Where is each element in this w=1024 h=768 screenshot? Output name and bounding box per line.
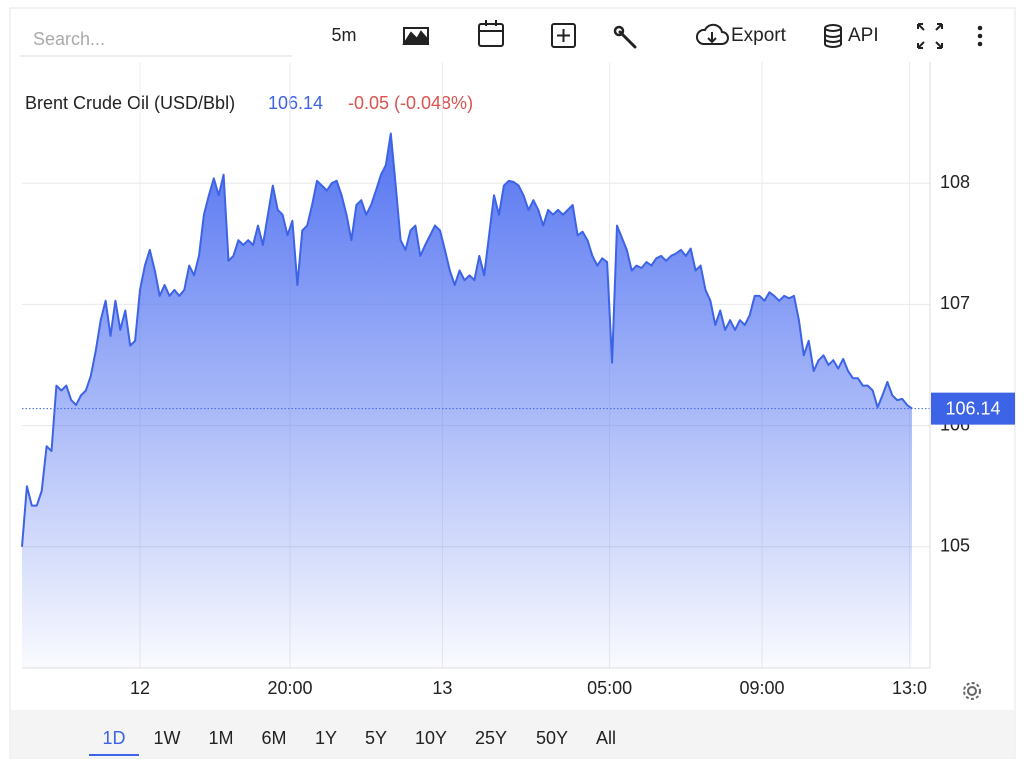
- x-tick-label: 09:00: [740, 678, 785, 698]
- add-icon[interactable]: [551, 23, 576, 48]
- settings-wrench-icon[interactable]: [613, 25, 637, 49]
- x-tick-label: 13: [432, 678, 452, 698]
- last-price: 106.14: [268, 93, 323, 113]
- plot: [21, 132, 930, 668]
- range-button[interactable]: 10Y: [415, 728, 447, 748]
- x-tick-label: 13:0: [892, 678, 927, 698]
- export-button[interactable]: Export: [731, 25, 787, 46]
- x-tick-label: 20:00: [267, 678, 312, 698]
- ticks: 1051061071081220:001305:0009:0013:0106.1…: [130, 172, 1015, 698]
- range-buttons: 1D 1W 1M 6M 1Y 5Y 10Y 25Y 50Y All: [89, 728, 616, 756]
- chart-type-icon[interactable]: [402, 27, 429, 45]
- price-line: [21, 132, 913, 547]
- more-icon[interactable]: [977, 25, 983, 47]
- fullscreen-icon[interactable]: [917, 23, 943, 49]
- y-tick-label: 107: [940, 293, 970, 313]
- gear-icon[interactable]: [963, 682, 981, 700]
- range-button[interactable]: 1M: [208, 728, 233, 748]
- area-fill: [22, 133, 912, 668]
- interval-button[interactable]: 5m: [331, 25, 356, 45]
- range-bar: [11, 710, 1014, 757]
- range-button[interactable]: 25Y: [475, 728, 507, 748]
- y-tick-label: 105: [940, 536, 970, 556]
- calendar-icon[interactable]: [478, 20, 504, 47]
- search-input[interactable]: Search...: [33, 29, 105, 49]
- range-button[interactable]: 5Y: [365, 728, 387, 748]
- x-tick-label: 05:00: [587, 678, 632, 698]
- last-price-tag: [931, 392, 1015, 425]
- y-tick-label: 108: [940, 172, 970, 192]
- range-button[interactable]: All: [596, 728, 616, 748]
- api-icon[interactable]: [824, 24, 842, 48]
- range-button[interactable]: 1D: [102, 728, 125, 748]
- last-price-label: 106.14: [945, 398, 1000, 418]
- api-button[interactable]: API: [848, 25, 879, 46]
- range-button[interactable]: 50Y: [536, 728, 568, 748]
- range-button[interactable]: 6M: [261, 728, 286, 748]
- range-button[interactable]: 1W: [154, 728, 181, 748]
- x-tick-label: 12: [130, 678, 150, 698]
- chart-title: Brent Crude Oil (USD/Bbl): [25, 93, 235, 113]
- price-change: -0.05 (-0.048%): [348, 93, 473, 113]
- range-button[interactable]: 1Y: [315, 728, 337, 748]
- export-icon[interactable]: [695, 23, 729, 45]
